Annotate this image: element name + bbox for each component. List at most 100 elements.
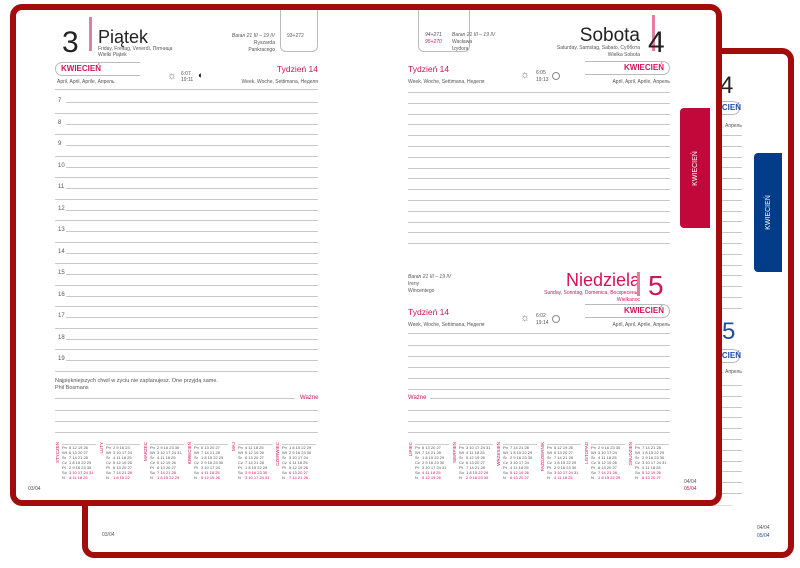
ruled-line[interactable]: [408, 156, 670, 158]
ruled-line[interactable]: [408, 210, 670, 212]
ruled-line[interactable]: [55, 421, 318, 422]
ruled-line[interactable]: [408, 356, 670, 357]
ruled-line[interactable]: [408, 113, 670, 115]
ruled-line[interactable]: [712, 307, 742, 309]
ruled-line[interactable]: [66, 123, 318, 125]
ruled-line[interactable]: [712, 493, 742, 494]
mini-calendar-row: Pn 2 9 16 23 30: [591, 445, 625, 450]
ruled-line[interactable]: [712, 275, 742, 277]
ruled-line[interactable]: [55, 327, 318, 329]
mini-calendar: STYCZEŃ Pn 5 12 19 26 Wt 6 13 20 27 Śr 7 14 21…: [55, 440, 97, 480]
mini-calendar-row: N 1 8 15 22 29: [591, 475, 625, 480]
ruled-line[interactable]: [55, 398, 295, 399]
ruled-line[interactable]: [712, 199, 742, 201]
ruled-line[interactable]: [55, 349, 318, 351]
ruled-line[interactable]: [408, 378, 670, 379]
ruled-line[interactable]: [408, 146, 670, 147]
ruled-line[interactable]: [712, 297, 742, 298]
ruled-line[interactable]: [66, 360, 318, 361]
ruled-line[interactable]: [712, 253, 742, 255]
weekday-label: N: [503, 475, 506, 480]
ruled-line[interactable]: [408, 200, 670, 201]
ruled-line[interactable]: [408, 135, 670, 137]
ruled-line[interactable]: [712, 135, 742, 136]
ruled-line[interactable]: [712, 264, 742, 266]
ruled-line[interactable]: [408, 102, 670, 104]
ruled-line[interactable]: [712, 243, 742, 244]
ruled-line[interactable]: [408, 167, 670, 169]
ruled-line[interactable]: [66, 102, 318, 103]
month-tab-red[interactable]: KWIECIEŃ: [680, 108, 710, 228]
ruled-line[interactable]: [408, 345, 670, 346]
ruled-line[interactable]: [66, 252, 318, 254]
ruled-line[interactable]: [55, 177, 318, 179]
week-dates: 3 10 17 24 31: [466, 445, 491, 450]
weekday-label: N: [62, 475, 65, 480]
ruled-line[interactable]: [66, 295, 318, 297]
ruled-line[interactable]: [55, 112, 318, 114]
ruled-line[interactable]: [408, 421, 670, 422]
ruled-line[interactable]: [408, 232, 670, 234]
ruled-line[interactable]: [55, 284, 318, 286]
ruled-line[interactable]: [66, 317, 318, 318]
ruled-line[interactable]: [55, 410, 318, 411]
ruled-line[interactable]: [712, 395, 742, 397]
ruled-line[interactable]: [408, 124, 670, 126]
ruled-line[interactable]: [408, 178, 670, 180]
ruled-line[interactable]: [712, 178, 742, 180]
ruled-line[interactable]: [712, 460, 742, 462]
week-dates: 2 9 16 23 30: [554, 465, 577, 470]
ruled-line[interactable]: [712, 439, 742, 440]
ruled-line[interactable]: [408, 189, 670, 191]
week-translations: Week, Woche, Settimana, Неделя: [408, 322, 485, 328]
ruled-line[interactable]: [66, 145, 318, 146]
ruled-line[interactable]: [408, 389, 670, 390]
ruled-line[interactable]: [712, 471, 742, 473]
hour-label: 19: [58, 356, 65, 362]
ruled-line[interactable]: [66, 209, 318, 211]
ruled-line[interactable]: [55, 220, 318, 222]
ruled-line[interactable]: [408, 243, 670, 245]
ruled-line[interactable]: [55, 432, 318, 433]
ruled-line[interactable]: [66, 338, 318, 340]
ruled-line[interactable]: [712, 449, 742, 451]
ruled-line[interactable]: [66, 274, 318, 275]
mini-calendar-row: So 4 11 18 25: [194, 470, 228, 475]
ruled-line[interactable]: [712, 406, 742, 408]
ruled-line[interactable]: [430, 398, 670, 399]
weekday-label: Cz: [282, 460, 287, 465]
ruled-line[interactable]: [712, 385, 742, 386]
ruled-line[interactable]: [55, 306, 318, 308]
ruled-line[interactable]: [408, 333, 670, 334]
ruled-line[interactable]: [712, 167, 742, 169]
back-day-number-top: 4: [720, 72, 734, 99]
ruled-line[interactable]: [712, 156, 742, 158]
ruled-line[interactable]: [66, 166, 318, 168]
ruled-line[interactable]: [712, 221, 742, 223]
ruled-line[interactable]: [712, 210, 742, 212]
ruled-line[interactable]: [408, 92, 670, 93]
ruled-line[interactable]: [712, 286, 742, 288]
ruled-line[interactable]: [55, 241, 318, 243]
ruled-line[interactable]: [712, 482, 742, 484]
ruled-line[interactable]: [66, 231, 318, 232]
ruled-line[interactable]: [408, 410, 670, 411]
ruled-line[interactable]: [712, 417, 742, 419]
month-tab-blue[interactable]: KWIECIEŃ: [754, 153, 782, 272]
ruled-line[interactable]: [55, 263, 318, 265]
ruled-line[interactable]: [55, 198, 318, 200]
ruled-line[interactable]: [408, 367, 670, 368]
ruled-line[interactable]: [712, 189, 742, 190]
weekday-label: Cz: [194, 460, 199, 465]
ruled-line[interactable]: [712, 428, 742, 430]
ruled-line[interactable]: [55, 370, 318, 372]
ruled-line[interactable]: [408, 432, 670, 433]
mini-calendar-month: GRUDZIEŃ: [628, 442, 633, 466]
ruled-line[interactable]: [408, 221, 670, 223]
ruled-line[interactable]: [55, 134, 318, 136]
ruled-line[interactable]: [66, 188, 318, 189]
mini-calendar-row: Pn 5 12 19 26: [547, 445, 581, 450]
ruled-line[interactable]: [55, 155, 318, 157]
ruled-line[interactable]: [712, 145, 742, 147]
ruled-line[interactable]: [712, 232, 742, 234]
